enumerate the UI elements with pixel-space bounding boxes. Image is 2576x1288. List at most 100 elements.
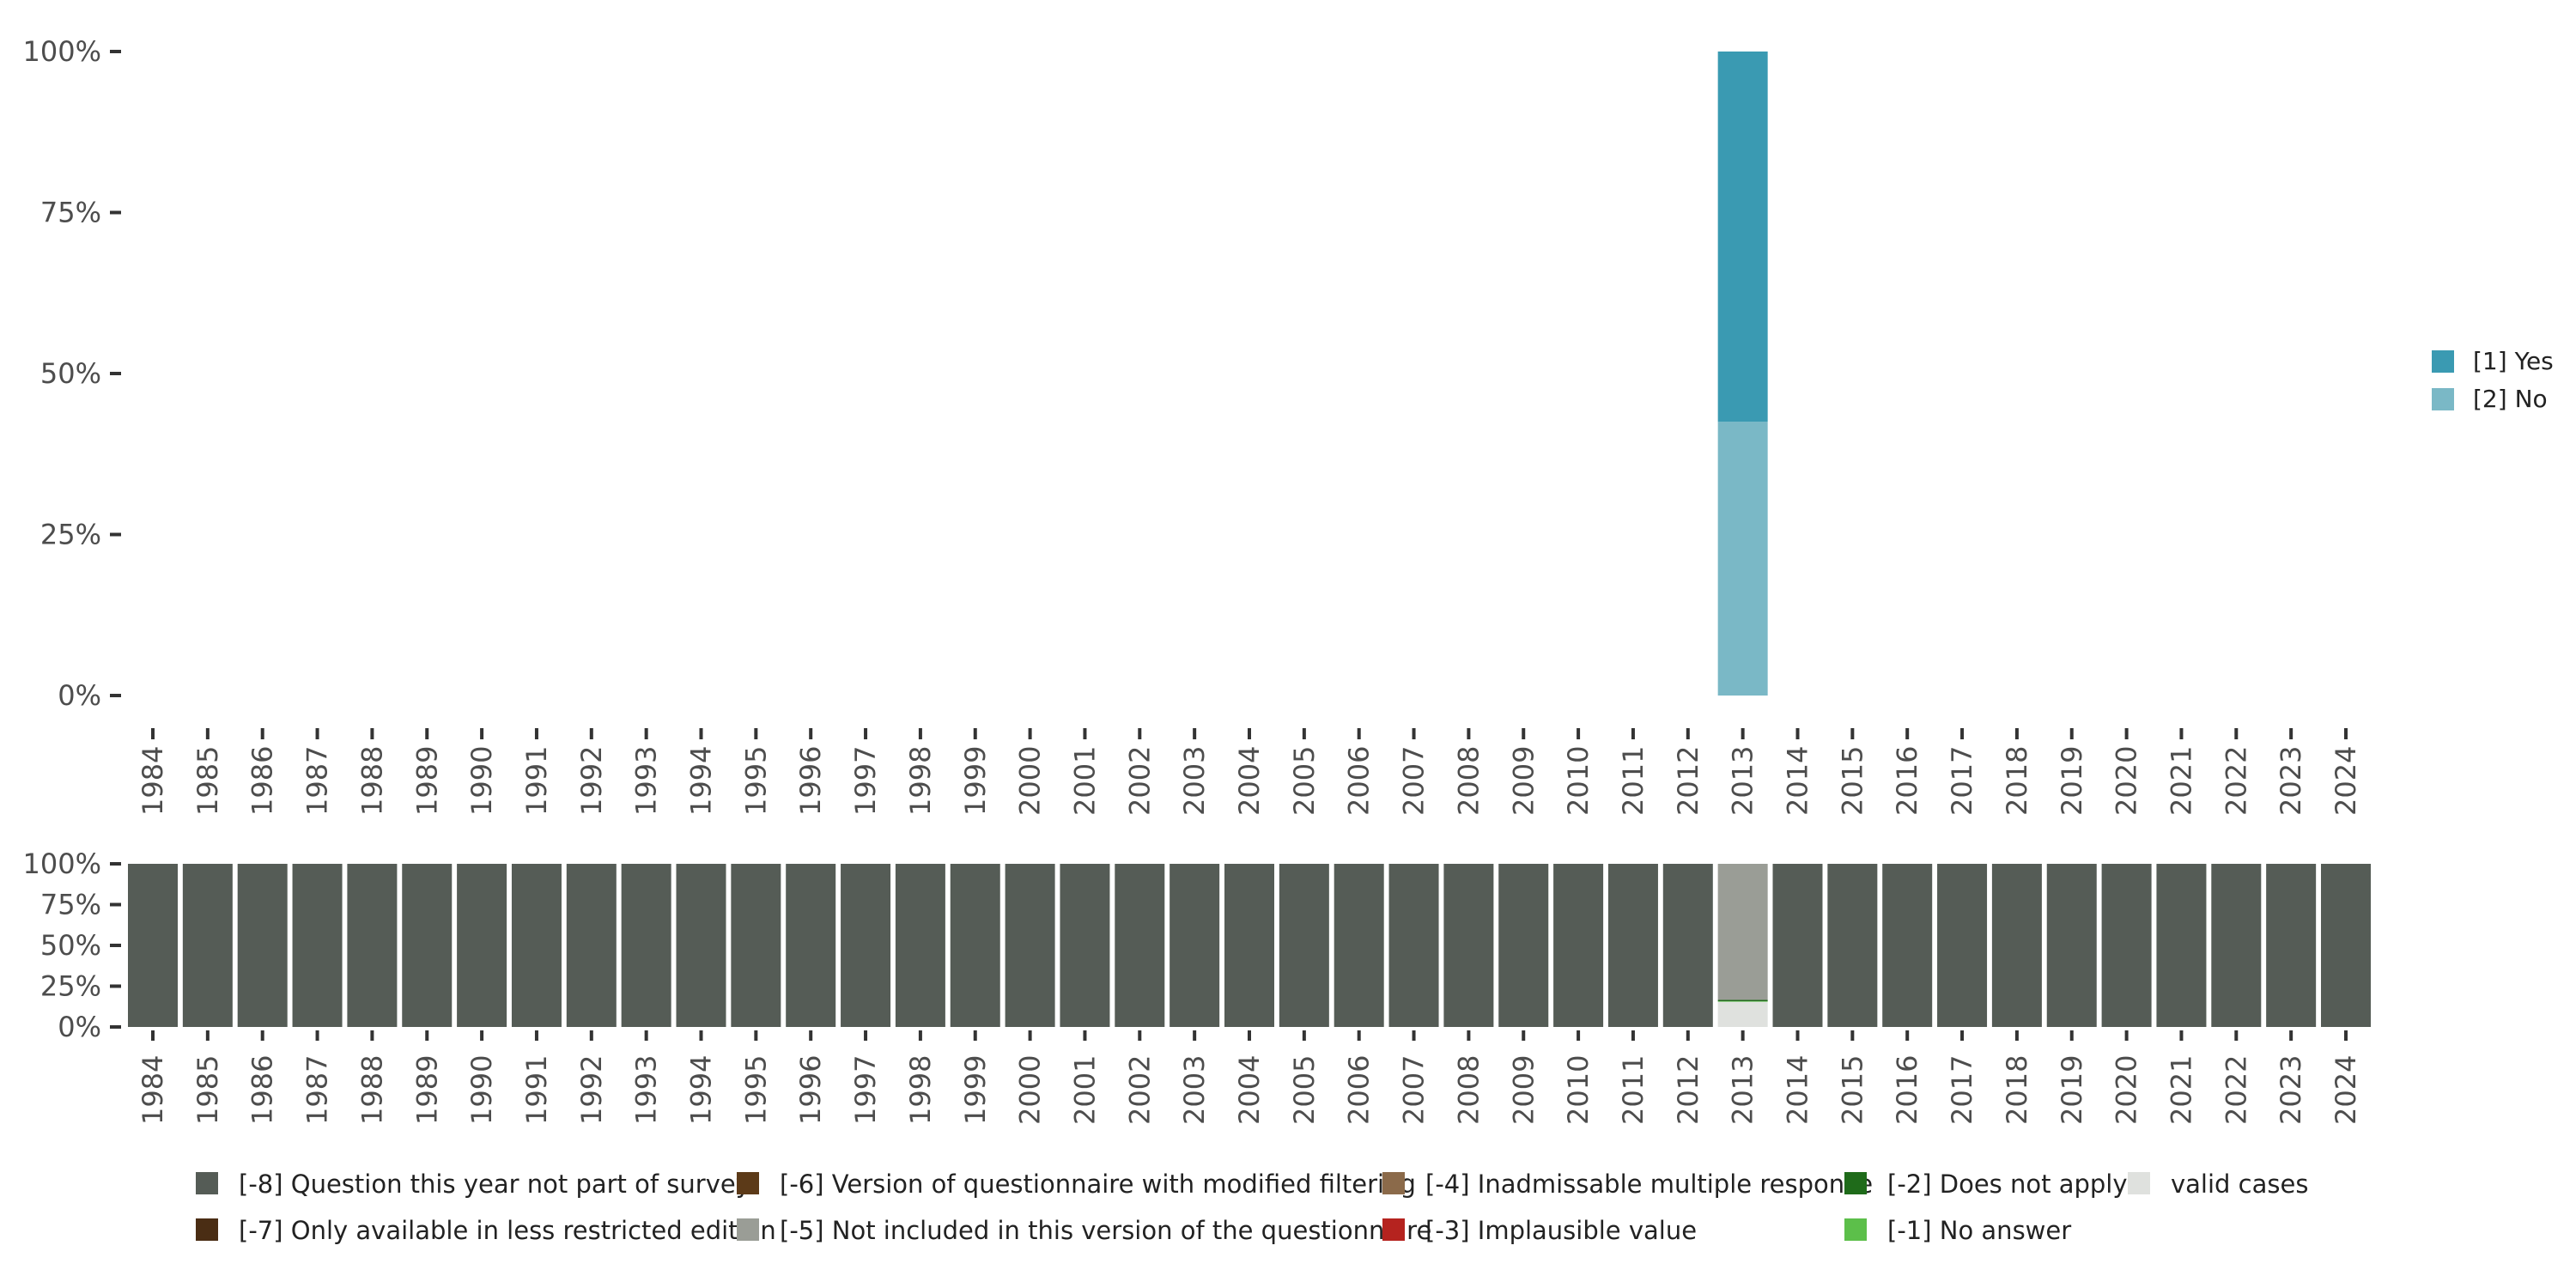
bar-bottom-2013-1 [1717, 1000, 1768, 1002]
bar-bottom-1992-4 [566, 864, 617, 1027]
bar-bottom-2011-4 [1607, 864, 1658, 1027]
x-tick-label-top: 1984 [137, 746, 169, 816]
bar-bottom-2005-4 [1279, 864, 1329, 1027]
bar-bottom-2012-4 [1662, 864, 1713, 1027]
bar-bottom-2021-4 [2156, 864, 2207, 1027]
x-tick-label-bottom: 1996 [794, 1055, 827, 1125]
x-tick-label-top: 1992 [575, 746, 608, 816]
x-tick-label-bottom: 1994 [685, 1055, 718, 1125]
x-tick-label-top: 2017 [1946, 746, 1978, 816]
x-tick-label-top: 2023 [2275, 746, 2307, 816]
x-tick-label-bottom: 2017 [1946, 1055, 1978, 1125]
x-tick-label-top: 2011 [1617, 746, 1649, 816]
bar-bottom-1985-4 [182, 864, 233, 1027]
x-tick-label-top: 1986 [246, 746, 279, 816]
x-tick-label-bottom: 2013 [1727, 1055, 1759, 1125]
x-tick-label-top: 2004 [1233, 746, 1266, 816]
y-tick-label-top: 75% [40, 197, 101, 229]
bar-bottom-2013-3 [1717, 864, 1768, 1000]
x-tick-label-bottom: 2008 [1452, 1055, 1485, 1125]
legend-label-bottom: valid cases [2171, 1170, 2308, 1199]
bar-bottom-1998-4 [895, 864, 945, 1027]
bar-bottom-2013-0 [1717, 1001, 1768, 1027]
legend-label-bottom: [-3] Implausible value [1425, 1216, 1697, 1245]
legend-swatch-bottom-5 [1382, 1218, 1405, 1241]
x-tick-label-bottom: 1997 [849, 1055, 882, 1125]
bar-bottom-2009-4 [1498, 864, 1549, 1027]
x-tick-label-top: 2022 [2220, 746, 2252, 816]
x-tick-label-top: 2002 [1123, 746, 1156, 816]
bar-bottom-2017-4 [1937, 864, 1988, 1027]
x-tick-label-bottom: 2022 [2220, 1055, 2252, 1125]
bar-bottom-2013-2 [1717, 999, 1768, 1001]
y-tick-label-top: 50% [40, 357, 101, 390]
bar-top-2013-series-1 [1717, 52, 1768, 422]
bar-bottom-2014-4 [1772, 864, 1823, 1027]
x-tick-label-top: 1996 [794, 746, 827, 816]
bar-bottom-2010-4 [1553, 864, 1604, 1027]
x-tick-label-bottom: 2009 [1507, 1055, 1540, 1125]
legend-swatch-bottom-3 [737, 1218, 759, 1241]
x-tick-label-top: 2019 [2056, 746, 2088, 816]
bar-top-2013-series-0 [1717, 422, 1768, 696]
legend-swatch-bottom-4 [1382, 1172, 1405, 1194]
y-tick-label-bottom: 50% [40, 929, 101, 962]
x-tick-label-bottom: 1985 [191, 1055, 224, 1125]
x-tick-label-bottom: 2007 [1398, 1055, 1431, 1125]
x-tick-label-bottom: 2006 [1343, 1055, 1376, 1125]
bar-bottom-1988-4 [347, 864, 398, 1027]
bar-bottom-1995-4 [731, 864, 781, 1027]
x-tick-label-top: 2000 [1014, 746, 1047, 816]
bar-bottom-2001-4 [1060, 864, 1110, 1027]
bar-bottom-1990-4 [457, 864, 507, 1027]
bar-bottom-1986-4 [237, 864, 288, 1027]
x-tick-label-bottom: 2001 [1068, 1055, 1101, 1125]
x-tick-label-top: 2010 [1562, 746, 1595, 816]
x-tick-label-bottom: 1992 [575, 1055, 608, 1125]
legend-label-bottom: [-7] Only available in less restricted e… [239, 1216, 776, 1245]
bar-bottom-2020-4 [2101, 864, 2152, 1027]
x-tick-label-top: 2020 [2111, 746, 2143, 816]
x-tick-label-bottom: 2012 [1672, 1055, 1704, 1125]
x-tick-label-bottom: 2005 [1288, 1055, 1321, 1125]
legend-swatch-bottom-7 [1844, 1218, 1867, 1241]
bar-bottom-1997-4 [841, 864, 891, 1027]
y-tick-label-bottom: 100% [23, 848, 101, 880]
x-tick-label-bottom: 2019 [2056, 1055, 2088, 1125]
legend-swatch-bottom-6 [1844, 1172, 1867, 1194]
x-tick-label-top: 2009 [1507, 746, 1540, 816]
x-tick-label-top: 1990 [465, 746, 498, 816]
bar-bottom-1984-4 [128, 864, 178, 1027]
x-tick-label-bottom: 2016 [1891, 1055, 1923, 1125]
x-tick-label-bottom: 1984 [137, 1055, 169, 1125]
x-tick-label-bottom: 1990 [465, 1055, 498, 1125]
x-tick-label-bottom: 2002 [1123, 1055, 1156, 1125]
bar-bottom-2007-4 [1388, 864, 1439, 1027]
y-tick-label-top: 0% [58, 679, 101, 712]
legend-swatch-bottom-8 [2128, 1172, 2150, 1194]
bar-bottom-1989-4 [402, 864, 453, 1027]
y-tick-label-bottom: 25% [40, 970, 101, 1003]
bar-bottom-2000-4 [1005, 864, 1055, 1027]
x-tick-label-bottom: 2004 [1233, 1055, 1266, 1125]
legend-label-bottom: [-6] Version of questionnaire with modif… [780, 1170, 1416, 1199]
bar-bottom-2002-4 [1115, 864, 1165, 1027]
x-tick-label-top: 1997 [849, 746, 882, 816]
x-tick-label-bottom: 1987 [301, 1055, 334, 1125]
x-tick-label-top: 2021 [2165, 746, 2197, 816]
x-tick-label-top: 2013 [1727, 746, 1759, 816]
x-tick-label-top: 2006 [1343, 746, 1376, 816]
legend-label-bottom: [-1] No answer [1887, 1216, 2071, 1245]
x-tick-label-bottom: 2023 [2275, 1055, 2307, 1125]
bar-bottom-2004-4 [1224, 864, 1274, 1027]
x-tick-label-bottom: 2003 [1178, 1055, 1211, 1125]
bar-bottom-2022-4 [2211, 864, 2262, 1027]
x-tick-label-bottom: 2011 [1617, 1055, 1649, 1125]
x-tick-label-bottom: 1998 [904, 1055, 937, 1125]
x-tick-label-top: 2003 [1178, 746, 1211, 816]
x-tick-label-top: 1985 [191, 746, 224, 816]
x-tick-label-top: 1994 [685, 746, 718, 816]
x-tick-label-bottom: 2021 [2165, 1055, 2197, 1125]
x-tick-label-top: 2024 [2330, 746, 2362, 816]
